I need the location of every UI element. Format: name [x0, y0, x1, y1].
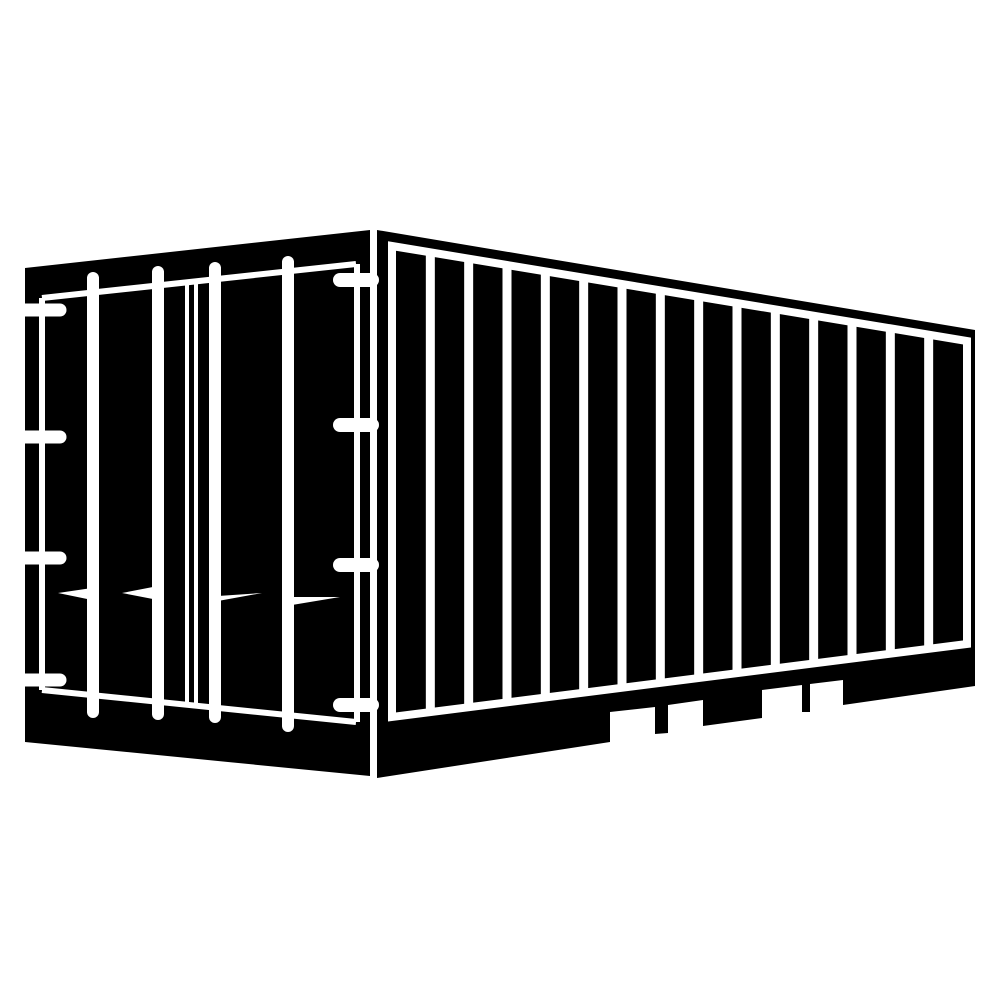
- side-ribs: [425, 252, 934, 713]
- door-handle: [218, 593, 262, 601]
- door-handle: [292, 597, 340, 605]
- door-handle: [58, 588, 92, 600]
- door-handle: [122, 586, 158, 600]
- door-handles: [58, 586, 340, 605]
- container-side-face: [377, 230, 975, 778]
- door-rods: [87, 256, 294, 732]
- door-hinges: [13, 273, 379, 712]
